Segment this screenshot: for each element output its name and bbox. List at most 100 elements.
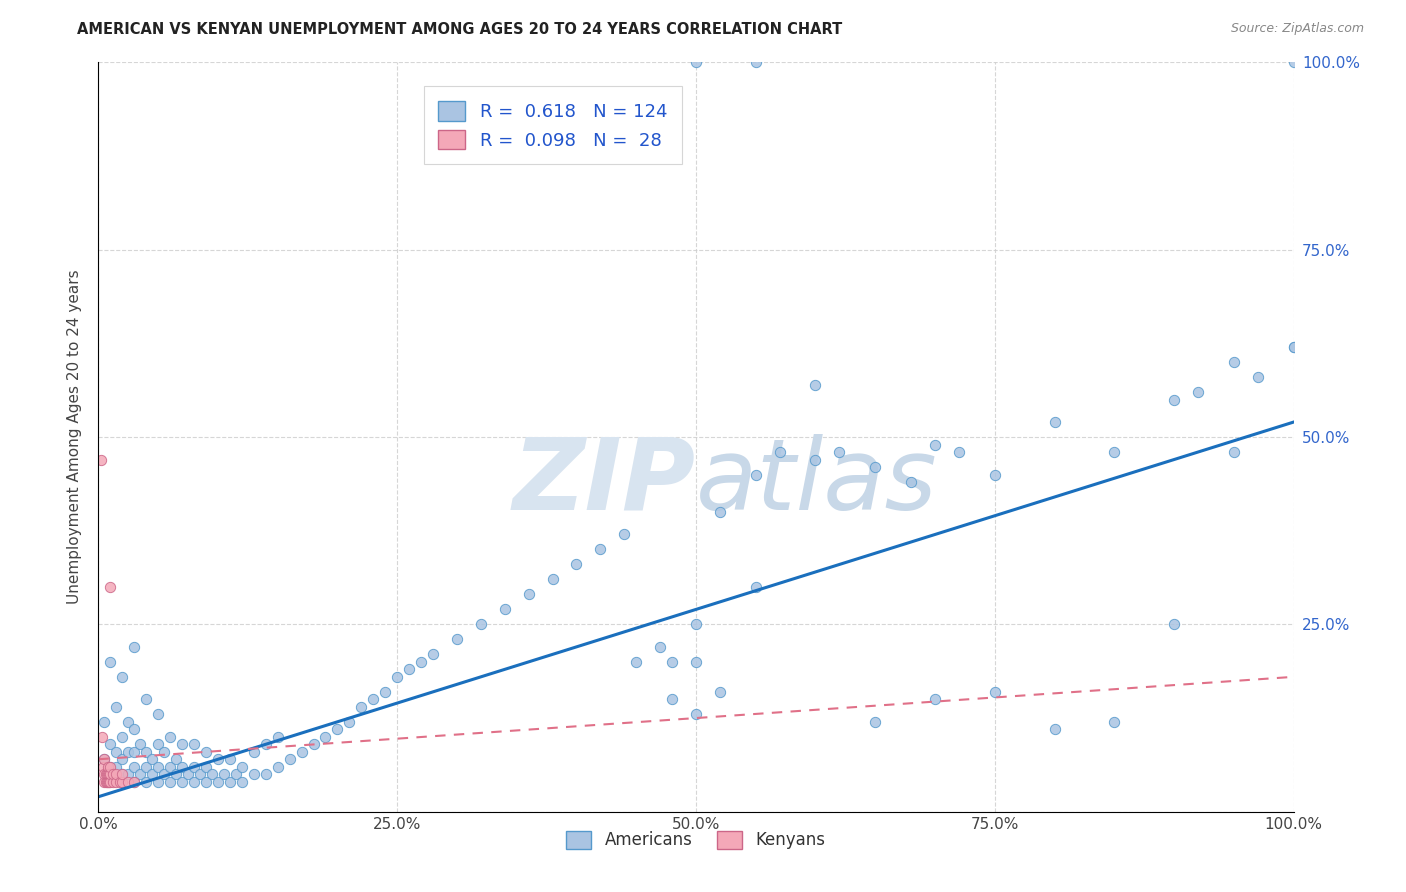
Point xyxy=(828,445,851,459)
Point xyxy=(90,452,112,467)
Point xyxy=(385,670,409,684)
Point xyxy=(124,774,146,789)
Point xyxy=(984,467,1007,482)
Point xyxy=(124,723,146,737)
Point xyxy=(1282,55,1305,70)
Point xyxy=(101,767,124,781)
Point xyxy=(219,752,242,766)
Point xyxy=(1043,415,1066,429)
Point xyxy=(243,767,266,781)
Point xyxy=(1104,445,1126,459)
Point xyxy=(183,760,205,774)
Point xyxy=(165,752,187,766)
Point xyxy=(129,737,152,751)
Point xyxy=(1223,445,1246,459)
Point xyxy=(243,745,266,759)
Point xyxy=(97,760,120,774)
Point xyxy=(148,760,170,774)
Point xyxy=(745,467,768,482)
Point xyxy=(98,760,122,774)
Point xyxy=(1163,617,1185,632)
Point xyxy=(207,752,229,766)
Point xyxy=(865,714,887,729)
Point xyxy=(183,774,205,789)
Point xyxy=(1163,392,1185,407)
Point xyxy=(117,745,139,759)
Point xyxy=(709,685,731,699)
Point xyxy=(111,774,134,789)
Point xyxy=(105,767,128,781)
Point xyxy=(98,655,122,669)
Point xyxy=(117,714,139,729)
Point xyxy=(153,745,176,759)
Point xyxy=(948,445,970,459)
Point xyxy=(589,542,612,557)
Y-axis label: Unemployment Among Ages 20 to 24 years: Unemployment Among Ages 20 to 24 years xyxy=(67,269,83,605)
Point xyxy=(745,55,768,70)
Text: atlas: atlas xyxy=(696,434,938,531)
Point xyxy=(685,655,707,669)
Point xyxy=(93,752,115,766)
Point xyxy=(613,527,636,541)
Point xyxy=(124,640,146,654)
Point xyxy=(93,774,115,789)
Point xyxy=(745,580,768,594)
Point xyxy=(541,573,564,587)
Point xyxy=(517,587,540,601)
Point xyxy=(685,55,707,70)
Point xyxy=(804,377,827,392)
Point xyxy=(1282,340,1305,354)
Point xyxy=(183,737,205,751)
Point xyxy=(165,767,187,781)
Point xyxy=(98,760,122,774)
Text: AMERICAN VS KENYAN UNEMPLOYMENT AMONG AGES 20 TO 24 YEARS CORRELATION CHART: AMERICAN VS KENYAN UNEMPLOYMENT AMONG AG… xyxy=(77,22,842,37)
Point xyxy=(105,760,128,774)
Point xyxy=(231,760,253,774)
Point xyxy=(98,767,121,781)
Point xyxy=(111,752,134,766)
Point xyxy=(302,737,325,751)
Point xyxy=(231,774,253,789)
Point xyxy=(195,774,218,789)
Point xyxy=(111,670,134,684)
Point xyxy=(804,452,827,467)
Point xyxy=(363,692,385,706)
Point xyxy=(105,774,128,789)
Point xyxy=(900,475,922,489)
Point xyxy=(111,730,134,744)
Point xyxy=(159,760,181,774)
Point xyxy=(267,730,290,744)
Point xyxy=(148,737,170,751)
Point xyxy=(98,774,122,789)
Point xyxy=(1282,340,1305,354)
Point xyxy=(91,760,114,774)
Point xyxy=(411,655,433,669)
Point xyxy=(626,655,648,669)
Point xyxy=(326,723,349,737)
Point xyxy=(1247,370,1270,384)
Point xyxy=(1187,385,1209,400)
Point xyxy=(124,774,146,789)
Point xyxy=(135,760,157,774)
Point xyxy=(159,730,181,744)
Point xyxy=(924,437,946,451)
Point xyxy=(195,745,218,759)
Text: ZIP: ZIP xyxy=(513,434,696,531)
Point xyxy=(254,737,277,751)
Point xyxy=(97,774,120,789)
Point xyxy=(648,640,672,654)
Point xyxy=(984,685,1007,699)
Point xyxy=(94,774,117,789)
Point xyxy=(111,767,134,781)
Point xyxy=(96,774,118,789)
Point xyxy=(93,767,115,781)
Point xyxy=(339,714,361,729)
Point xyxy=(267,760,290,774)
Point xyxy=(768,445,790,459)
Point xyxy=(254,767,277,781)
Point xyxy=(93,752,115,766)
Point xyxy=(172,737,194,751)
Point xyxy=(201,767,224,781)
Point xyxy=(98,774,121,789)
Point xyxy=(315,730,337,744)
